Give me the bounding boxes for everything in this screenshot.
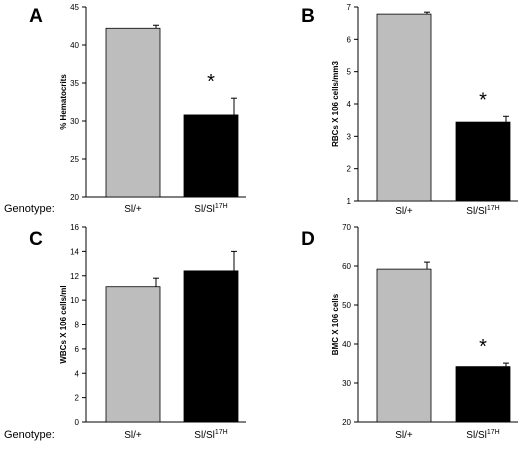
y-tick-label: 4 <box>75 369 80 378</box>
x-tick-label: Sl/+ <box>395 430 413 441</box>
y-axis-label: BMC X 106 cells <box>331 293 340 355</box>
y-tick-label: 16 <box>70 223 79 232</box>
y-tick-label: 70 <box>342 223 351 232</box>
panel-letter: C <box>29 229 43 250</box>
y-tick-label: 60 <box>342 262 351 271</box>
y-tick-label: 0 <box>75 418 80 427</box>
bar <box>376 13 432 202</box>
y-tick-label: 2 <box>347 165 352 174</box>
x-tick-label: Sl/Sl17H <box>194 429 227 441</box>
y-tick-label: 25 <box>70 155 79 164</box>
y-tick-label: 30 <box>342 379 351 388</box>
y-tick-label: 40 <box>70 41 79 50</box>
y-tick-label: 30 <box>70 117 79 126</box>
y-tick-label: 6 <box>75 345 80 354</box>
y-tick-label: 3 <box>347 132 352 141</box>
bar <box>455 366 511 423</box>
panel-letter: D <box>301 229 315 250</box>
y-tick-label: 35 <box>70 79 79 88</box>
bar <box>455 121 511 202</box>
y-tick-label: 10 <box>70 296 79 305</box>
bar <box>183 270 239 423</box>
genotype-label: Genotype: <box>4 203 55 215</box>
y-axis-label: % Hematocrits <box>59 74 68 130</box>
bar <box>376 268 432 423</box>
bar <box>183 114 239 198</box>
chart-panel-d: D 20 30 40 50 60 70 BMC X 106 cells Sl/+ Sl/Sl17H… <box>301 223 518 441</box>
y-axis-label: RBCs X 106 cells/mm3 <box>331 61 340 147</box>
y-tick-label: 4 <box>347 100 352 109</box>
y-tick-label: 45 <box>70 3 79 12</box>
y-tick-label: 12 <box>70 272 79 281</box>
chart-panel-b: B 1 2 3 4 5 6 7 RBCs X 106 cells/mm3 Sl/+ Sl/Sl17H… <box>301 3 518 217</box>
x-tick-label: Sl/+ <box>124 430 142 441</box>
y-tick-label: 20 <box>342 418 351 427</box>
bar <box>105 286 161 423</box>
y-tick-label: 1 <box>347 197 352 206</box>
y-tick-label: 2 <box>75 394 80 403</box>
chart-panel-c: C 0 2 4 6 8 10 12 14 16 WBCs X 106 cells/ml Sl/+ Sl/… <box>4 223 246 441</box>
x-tick-label: Sl/+ <box>124 204 142 215</box>
panel-letter: B <box>301 6 315 27</box>
significance-star: * <box>479 336 487 358</box>
significance-star: * <box>207 71 215 93</box>
bar <box>105 27 161 198</box>
y-tick-label: 50 <box>342 301 351 310</box>
x-tick-label: Sl/+ <box>395 206 413 217</box>
chart-panel-a: A 20 25 30 35 40 45 % Hematocrits Sl/+ Sl/Sl17H * G… <box>4 3 246 215</box>
significance-star: * <box>479 89 487 111</box>
y-tick-label: 8 <box>75 321 80 330</box>
y-tick-label: 40 <box>342 340 351 349</box>
panel-letter: A <box>29 6 43 27</box>
x-tick-label: Sl/Sl17H <box>466 429 499 441</box>
y-tick-label: 20 <box>70 193 79 202</box>
x-tick-label: Sl/Sl17H <box>194 203 227 215</box>
y-tick-label: 5 <box>347 68 352 77</box>
y-tick-label: 7 <box>347 3 352 12</box>
genotype-label: Genotype: <box>4 429 55 441</box>
y-tick-label: 6 <box>347 35 352 44</box>
y-tick-label: 14 <box>70 247 79 256</box>
x-tick-label: Sl/Sl17H <box>466 205 499 217</box>
y-axis-label: WBCs X 106 cells/ml <box>59 285 68 363</box>
